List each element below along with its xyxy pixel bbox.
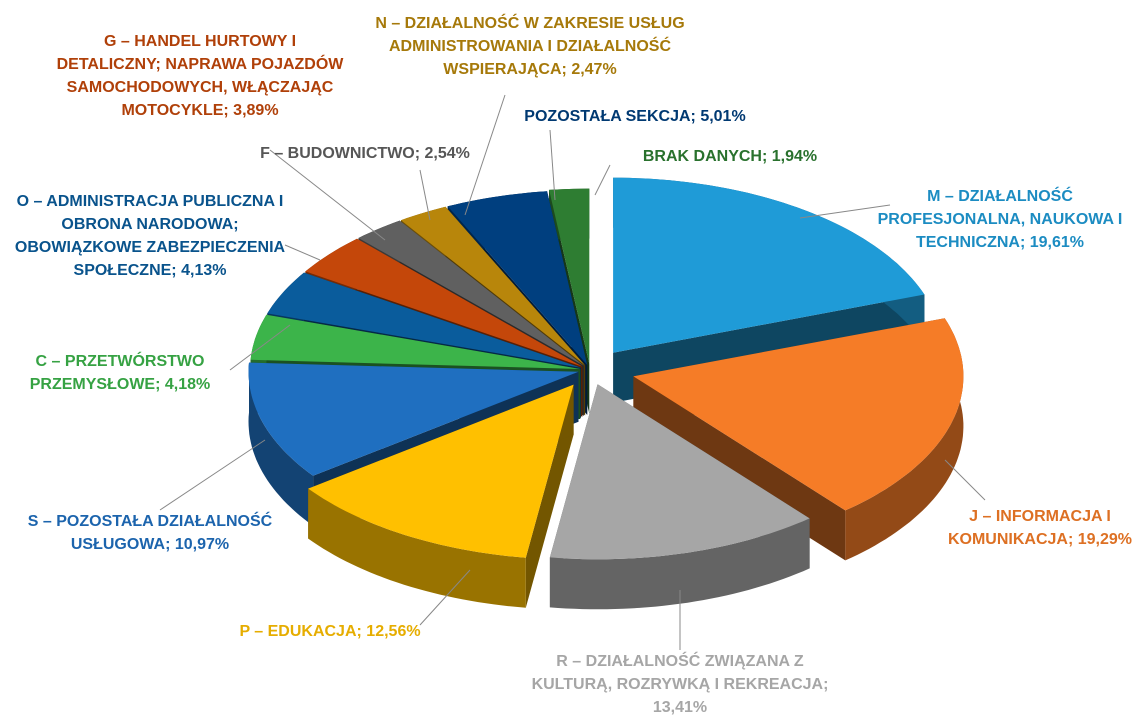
slice — [267, 272, 581, 368]
slice — [250, 314, 581, 369]
slice-label: N – DZIAŁALNOŚĆ W ZAKRESIE USŁUG ADMINIS… — [365, 12, 695, 81]
leader-line — [799, 204, 891, 219]
slice-side — [525, 384, 574, 608]
category-name: F – BUDOWNICTWO; — [260, 145, 421, 162]
slice — [358, 220, 584, 366]
value-label: 1,94% — [771, 148, 818, 165]
slice-label: F – BUDOWNICTWO; 2,54% — [255, 142, 475, 165]
value-label: 2,47% — [571, 61, 617, 78]
leader-line — [419, 569, 471, 626]
slice — [633, 318, 964, 511]
slice-label: POZOSTAŁA SEKCJA; 5,01% — [485, 105, 785, 128]
leader-line — [594, 164, 611, 196]
leader-line — [464, 94, 506, 216]
slice-wall — [308, 488, 526, 608]
slice-label: R – DZIAŁALNOŚĆ ZWIĄZANA Z KULTURĄ, ROZR… — [530, 650, 830, 719]
category-name: O – ADMINISTRACJA PUBLICZNA I OBRONA NAR… — [14, 193, 286, 279]
leader-line — [549, 129, 556, 201]
category-name: R – DZIAŁALNOŚĆ ZWIĄZANA Z KULTURĄ, ROZR… — [531, 653, 829, 693]
slice-label: J – INFORMACJA I KOMUNIKACJA; 19,29% — [915, 505, 1145, 551]
slice-label: C – PRZETWÓRSTWO PRZEMYSŁOWE; 4,18% — [10, 350, 230, 396]
leader-line — [944, 459, 986, 501]
slice-label: G – HANDEL HURTOWY I DETALICZNY; NAPRAWA… — [50, 30, 350, 122]
slice — [549, 384, 810, 560]
slice — [549, 188, 590, 364]
leader-line — [419, 169, 431, 221]
leader-line — [284, 244, 321, 261]
value-label: 4,13% — [181, 262, 227, 279]
category-name: J – INFORMACJA I KOMUNIKACJA; — [947, 508, 1111, 548]
slice-wall — [248, 362, 314, 526]
slice-wall — [549, 518, 810, 610]
slice-label: P – EDUKACJA; 12,56% — [180, 620, 480, 643]
slice-label: BRAK DANYCH; 1,94% — [615, 145, 845, 168]
slice-label: M – DZIAŁALNOŚĆ PROFESJONALNA, NAUKOWA I… — [860, 185, 1140, 254]
category-name: P – EDUKACJA; — [239, 623, 362, 640]
slice-label: O – ADMINISTRACJA PUBLICZNA I OBRONA NAR… — [5, 190, 295, 282]
value-label: 10,97% — [174, 536, 230, 553]
leader-line — [229, 324, 291, 371]
value-label: 19,29% — [1077, 531, 1133, 548]
category-name: G – HANDEL HURTOWY I DETALICZNY; NAPRAWA… — [56, 33, 344, 119]
value-label: 4,18% — [164, 376, 211, 393]
slice — [305, 238, 583, 367]
category-name: C – PRZETWÓRSTWO PRZEMYSŁOWE; — [29, 353, 205, 393]
leader-line — [159, 439, 266, 511]
slice — [308, 384, 574, 558]
slice — [613, 177, 925, 353]
value-label: 13,41% — [652, 699, 708, 716]
value-label: 12,56% — [366, 623, 421, 640]
category-name: S – POZOSTAŁA DZIAŁALNOŚĆ USŁUGOWA; — [27, 513, 273, 553]
category-name: BRAK DANYCH; — [642, 148, 768, 165]
category-name: POZOSTAŁA SEKCJA; — [524, 108, 696, 125]
pie — [248, 177, 964, 610]
slice-wall — [845, 318, 964, 561]
category-name: M – DZIAŁALNOŚĆ PROFESJONALNA, NAUKOWA I… — [877, 188, 1123, 251]
category-name: N – DZIAŁALNOŚĆ W ZAKRESIE USŁUG ADMINIS… — [375, 15, 685, 78]
slice — [248, 362, 579, 476]
value-label: 3,89% — [233, 102, 279, 119]
slice — [447, 191, 588, 365]
value-label: 19,61% — [1029, 234, 1085, 251]
slice — [401, 206, 586, 366]
leader-line — [269, 149, 386, 241]
slice-label: S – POZOSTAŁA DZIAŁALNOŚĆ USŁUGOWA; 10,9… — [5, 510, 295, 556]
value-label: 5,01% — [700, 108, 746, 125]
value-label: 2,54% — [424, 145, 470, 162]
